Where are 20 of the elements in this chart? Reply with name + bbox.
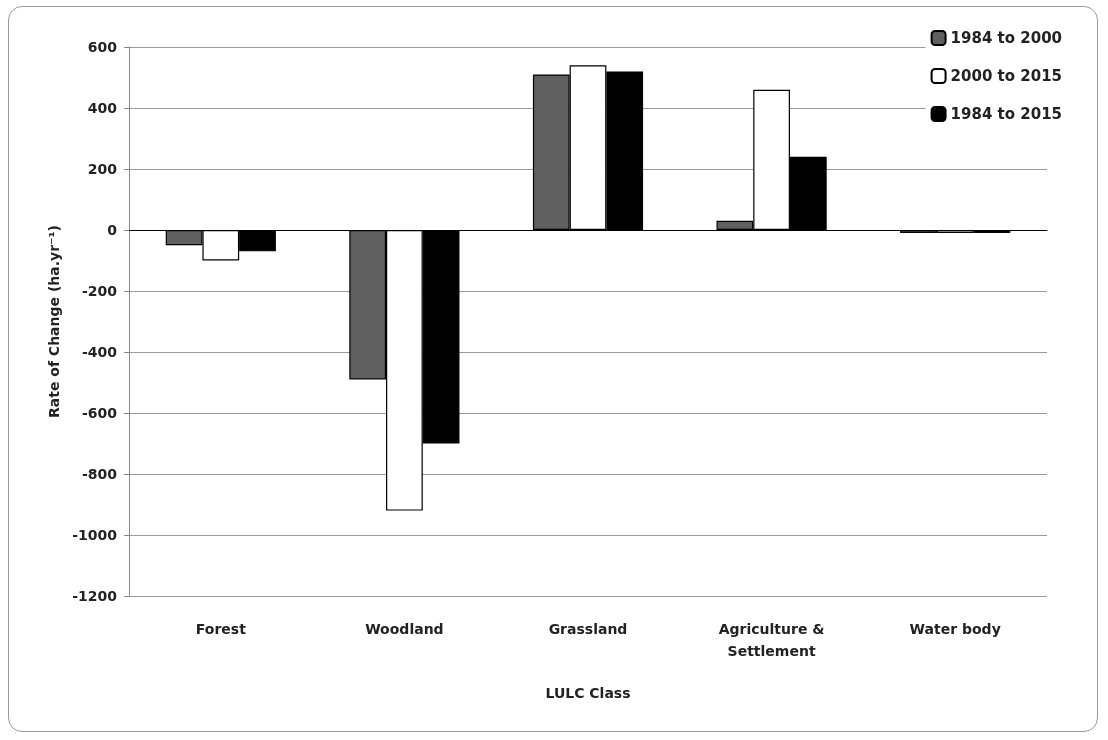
legend-label: 1984 to 2000 <box>950 29 1063 47</box>
y-tick-label: -400 <box>81 344 118 360</box>
x-tick-label: Agriculture & Settlement <box>718 621 825 659</box>
y-tick-label: -600 <box>81 405 118 421</box>
x-tick-label: Water body <box>909 621 1001 637</box>
y-axis-title: Rate of Change (ha.yr⁻¹) <box>46 225 63 418</box>
y-tick-label: -1200 <box>72 588 118 604</box>
x-tick-label: Grassland <box>548 621 628 637</box>
y-tick-label: -800 <box>81 466 118 482</box>
legend-label: 2000 to 2015 <box>950 67 1063 85</box>
x-axis-title: LULC Class <box>545 685 631 701</box>
y-tick-label: 400 <box>87 100 118 116</box>
y-tick-label: 600 <box>87 39 118 55</box>
x-tick-label: Woodland <box>365 621 444 637</box>
legend-label: 1984 to 2015 <box>950 105 1063 123</box>
x-tick-label: Forest <box>195 621 247 637</box>
y-tick-label: 200 <box>87 161 118 177</box>
y-tick-label: -200 <box>81 283 118 299</box>
y-tick-label: -1000 <box>72 527 118 543</box>
y-tick-label: 0 <box>107 222 118 238</box>
